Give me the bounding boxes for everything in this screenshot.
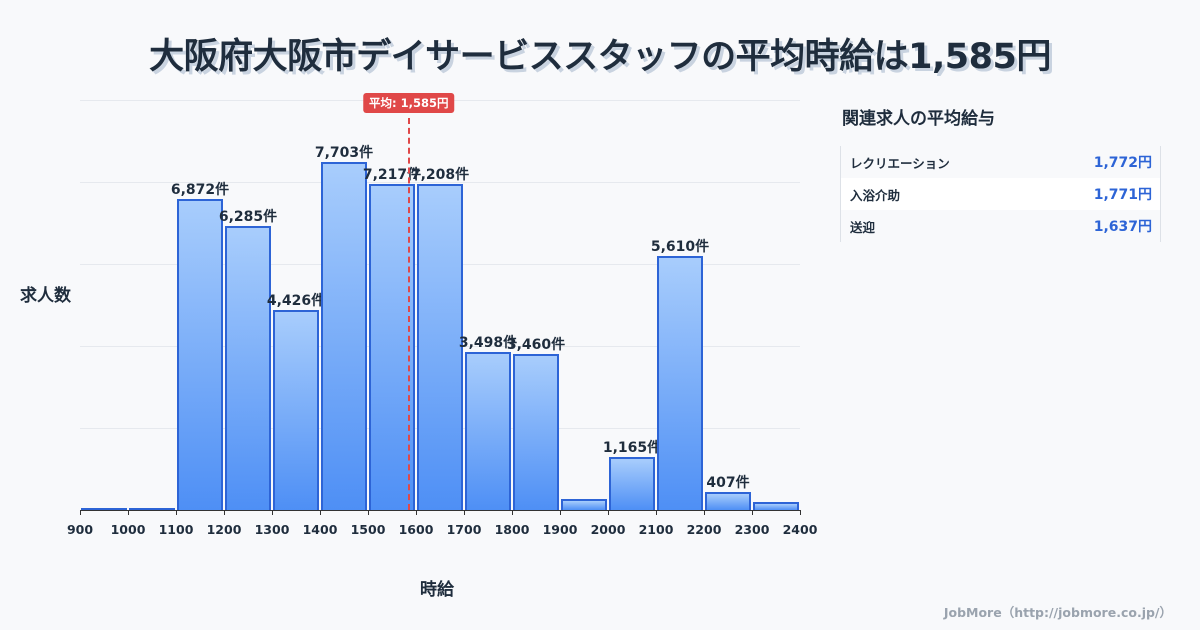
bar-value-label: 6,872件 <box>170 182 230 199</box>
histogram-bar <box>273 309 319 510</box>
x-tick-mark <box>80 510 81 515</box>
histogram-bar <box>465 351 511 510</box>
bar-value-label: 3,460件 <box>506 336 566 353</box>
related-jobs-title: 関連求人の平均給与 <box>842 109 995 129</box>
x-tick-mark <box>656 510 657 515</box>
x-tick-mark <box>368 510 369 515</box>
x-axis-label: 時給 <box>420 580 454 600</box>
x-tick-mark <box>176 510 177 515</box>
bar-value-label: 7,703件 <box>314 144 374 161</box>
x-tick-label: 1500 <box>350 522 386 537</box>
histogram-bar <box>417 184 463 510</box>
x-tick-mark <box>224 510 225 515</box>
x-tick-label: 1300 <box>254 522 290 537</box>
histogram-bar <box>753 501 799 510</box>
bar-value-label: 6,285件 <box>218 208 278 225</box>
x-tick-label: 2000 <box>590 522 626 537</box>
footer-credit: JobMore（http://jobmore.co.jp/） <box>943 605 1172 620</box>
bar-value-label: 3,498件 <box>458 334 518 351</box>
related-job-row: レクリエーション 1,772円 <box>841 146 1160 178</box>
x-tick-label: 1700 <box>446 522 482 537</box>
x-tick-mark <box>512 510 513 515</box>
x-tick-mark <box>320 510 321 515</box>
average-badge: 平均: 1,585円 <box>363 93 455 113</box>
x-tick-label: 900 <box>66 522 94 537</box>
histogram-bar <box>513 353 559 510</box>
histogram-bar <box>177 199 223 510</box>
x-tick-label: 1100 <box>158 522 194 537</box>
x-tick-mark <box>800 510 801 515</box>
histogram-chart: 6,872件 6,285件 4,426件 7,703件 7,217件 7,208件 3,49… <box>67 93 817 537</box>
bar-value-label: 1,165件 <box>602 440 662 457</box>
histogram-bar <box>129 508 175 510</box>
x-tick-mark <box>752 510 753 515</box>
x-tick-label: 1000 <box>110 522 146 537</box>
x-tick-mark <box>464 510 465 515</box>
x-tick-mark <box>128 510 129 515</box>
bar-value-label: 5,610件 <box>650 239 710 256</box>
x-tick-label: 2300 <box>734 522 770 537</box>
x-tick-mark <box>608 510 609 515</box>
bar-value-label: 4,426件 <box>266 292 326 309</box>
histogram-bar <box>369 183 415 510</box>
related-job-name: 送迎 <box>850 219 876 235</box>
bar-value-label: 407件 <box>706 474 750 491</box>
histogram-bar <box>321 161 367 510</box>
x-tick-mark <box>272 510 273 515</box>
x-tick-mark <box>704 510 705 515</box>
histogram-bar <box>657 256 703 510</box>
bar-value-label: 7,217件 <box>362 166 422 183</box>
histogram-bar <box>561 499 607 510</box>
x-tick-label: 1200 <box>206 522 242 537</box>
x-tick-label: 2400 <box>782 522 818 537</box>
histogram-bar <box>705 491 751 510</box>
histogram-bar <box>81 508 127 510</box>
page-title: 大阪府大阪市デイサービススタッフの平均時給は1,585円 <box>149 37 1051 77</box>
related-job-name: レクリエーション <box>850 155 950 171</box>
x-tick-label: 2100 <box>638 522 674 537</box>
histogram-bar <box>609 457 655 510</box>
related-job-row: 送迎 1,637円 <box>841 210 1160 242</box>
x-tick-label: 1400 <box>302 522 338 537</box>
x-axis-line <box>80 510 800 511</box>
y-axis-label: 求人数 <box>20 286 71 306</box>
related-jobs-table: レクリエーション 1,772円 入浴介助 1,771円 送迎 1,637円 <box>840 146 1161 242</box>
related-job-wage: 1,772円 <box>1093 155 1152 171</box>
x-tick-mark <box>416 510 417 515</box>
related-job-wage: 1,637円 <box>1093 219 1152 235</box>
gridline <box>80 182 800 183</box>
related-job-wage: 1,771円 <box>1093 187 1152 203</box>
histogram-bar <box>225 225 271 510</box>
x-tick-label: 1600 <box>398 522 434 537</box>
average-line <box>407 118 410 510</box>
x-tick-label: 2200 <box>686 522 722 537</box>
x-tick-mark <box>560 510 561 515</box>
bar-value-label: 7,208件 <box>410 167 470 184</box>
x-tick-label: 1900 <box>542 522 578 537</box>
related-job-row: 入浴介助 1,771円 <box>841 178 1160 210</box>
x-tick-label: 1800 <box>494 522 530 537</box>
related-job-name: 入浴介助 <box>850 187 901 203</box>
